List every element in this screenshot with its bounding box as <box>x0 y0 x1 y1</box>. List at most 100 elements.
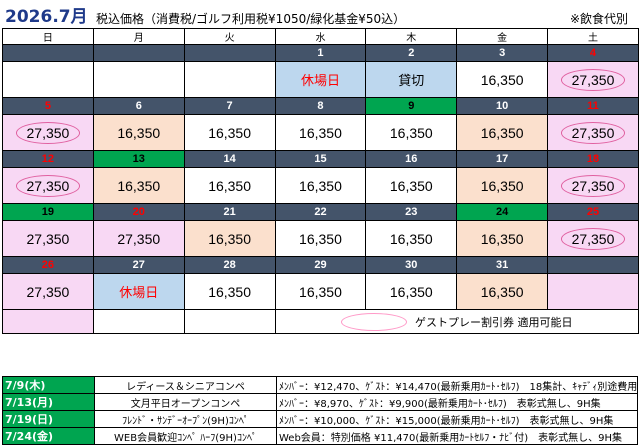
food-note: ※飲食代別 <box>569 12 628 26</box>
date-cell: 24 <box>456 203 549 221</box>
price-value: 16,350 <box>208 177 252 194</box>
date-cell: 26 <box>2 256 94 274</box>
weekday-mon: 月 <box>92 28 185 45</box>
date-cell: 28 <box>183 256 276 274</box>
price-cell[interactable]: 27,350 <box>547 61 639 98</box>
event-row[interactable]: 7/19(日) ﾌﾚﾝﾄﾞ・ｻﾝﾃﾞｰｵｰﾌﾟﾝ(9H)ｺﾝﾍﾟ ﾒﾝﾊﾞｰ：¥… <box>2 410 638 428</box>
price-cell[interactable]: 16,350 <box>274 273 367 310</box>
price-cell[interactable]: 16,350 <box>365 273 458 310</box>
price-cell[interactable]: 16,350 <box>92 167 185 204</box>
date-cell <box>547 256 639 274</box>
price-value: 16,350 <box>389 124 433 141</box>
date-cell <box>2 44 94 62</box>
event-date: 7/19(日) <box>2 410 95 428</box>
price-cell[interactable]: 27,350 <box>547 220 639 257</box>
date-cell: 2 <box>365 44 458 62</box>
price-cell[interactable]: 貸切 <box>365 61 458 98</box>
price-value: 16,350 <box>299 124 342 141</box>
price-cell[interactable]: 16,350 <box>365 220 458 257</box>
week-4-dates: 19 20 21 22 23 24 25 <box>2 203 639 221</box>
price-cell[interactable]: 27,350 <box>2 114 94 151</box>
date-cell: 17 <box>456 150 549 168</box>
price-cell[interactable]: 16,350 <box>274 167 367 204</box>
event-detail: ﾒﾝﾊﾞｰ：¥12,470、ｹﾞｽﾄ：¥14,470(最新乗用ｶｰﾄ･ｾﾙﾌ) … <box>276 376 638 394</box>
date-cell: 30 <box>365 256 458 274</box>
date-cell: 6 <box>92 97 185 115</box>
date-cell: 18 <box>547 150 639 168</box>
price-cell[interactable]: 27,350 <box>2 167 94 204</box>
date-cell: 27 <box>92 256 185 274</box>
price-cell[interactable]: 16,350 <box>456 220 549 257</box>
discount-price: 27,350 <box>15 174 81 197</box>
price-value: 16,350 <box>480 230 524 247</box>
event-date: 7/13(月) <box>2 393 95 411</box>
date-cell: 7 <box>183 97 276 115</box>
date-cell: 15 <box>274 150 367 168</box>
weekday-tue: 火 <box>183 28 276 45</box>
price-cell[interactable]: 16,350 <box>456 114 549 151</box>
price-cell[interactable]: 27,350 <box>547 114 639 151</box>
event-row[interactable]: 7/9(木) レディース＆シニアコンペ ﾒﾝﾊﾞｰ：¥12,470、ｹﾞｽﾄ：¥… <box>2 376 638 394</box>
discount-price: 27,350 <box>560 174 626 197</box>
title-bar: 2026.7月 税込価格（消費税/ゴルフ利用税¥1050/緑化基金¥50込） ※… <box>0 0 640 28</box>
date-cell: 12 <box>2 150 94 168</box>
price-cell[interactable]: 休場日 <box>274 61 367 98</box>
legend-blank <box>183 309 276 334</box>
event-name: WEB会員歓迎ｺﾝﾍﾟ ﾊｰﾌ(9H)ｺﾝﾍﾟ <box>94 427 277 445</box>
event-row[interactable]: 7/24(金) WEB会員歓迎ｺﾝﾍﾟ ﾊｰﾌ(9H)ｺﾝﾍﾟ Web会員：特別… <box>2 427 638 445</box>
price-cell[interactable] <box>547 273 639 310</box>
week-4-prices: 27,350 27,350 16,350 16,350 16,350 16,35… <box>2 220 639 257</box>
price-cell[interactable]: 16,350 <box>183 114 276 151</box>
price-cell[interactable]: 16,350 <box>183 167 276 204</box>
price-cell[interactable]: 16,350 <box>92 114 185 151</box>
event-detail: ﾒﾝﾊﾞｰ：¥10,000、ｹﾞｽﾄ：¥15,000(最新乗用ｶｰﾄ･ｾﾙﾌ) … <box>276 410 638 428</box>
date-cell: 10 <box>456 97 549 115</box>
price-cell[interactable]: 16,350 <box>183 273 276 310</box>
date-cell: 16 <box>365 150 458 168</box>
price-value: 27,350 <box>26 283 70 300</box>
event-name: レディース＆シニアコンペ <box>94 376 277 394</box>
date-cell: 19 <box>2 203 94 221</box>
price-cell[interactable]: 16,350 <box>456 167 549 204</box>
price-value: 16,350 <box>480 124 524 141</box>
date-cell: 22 <box>274 203 367 221</box>
price-cell[interactable]: 27,350 <box>547 167 639 204</box>
week-1-prices: 休場日 貸切 16,350 27,350 <box>2 61 639 98</box>
date-cell: 31 <box>456 256 549 274</box>
legend-blank <box>92 309 185 334</box>
price-cell[interactable]: 27,350 <box>2 220 94 257</box>
price-cell[interactable]: 16,350 <box>456 61 549 98</box>
price-value: 27,350 <box>26 230 70 247</box>
price-cell[interactable]: 16,350 <box>365 167 458 204</box>
legend-pink-swatch <box>2 309 94 334</box>
price-value: 16,350 <box>299 177 342 194</box>
price-cell[interactable]: 16,350 <box>274 220 367 257</box>
price-cell[interactable] <box>183 61 276 98</box>
price-cell[interactable]: 16,350 <box>456 273 549 310</box>
price-value: 16,350 <box>117 124 161 141</box>
weekday-sat: 土 <box>547 28 639 45</box>
price-value: 27,350 <box>117 230 161 247</box>
week-1-dates: 1 2 3 4 <box>2 44 639 62</box>
price-cell[interactable]: 休場日 <box>92 273 185 310</box>
price-note: 税込価格（消費税/ゴルフ利用税¥1050/緑化基金¥50込） <box>96 12 406 26</box>
price-cell[interactable] <box>92 61 185 98</box>
price-cell[interactable] <box>2 61 94 98</box>
price-cell[interactable]: 27,350 <box>92 220 185 257</box>
week-5-dates: 26 27 28 29 30 31 <box>2 256 639 274</box>
event-detail: Web会員：特別価格 ¥11,470(最新乗用ｶｰﾄｾﾙﾌ・ﾅﾋﾞ付) 表彰式無… <box>276 427 638 445</box>
event-row[interactable]: 7/13(月) 文月平日オープンコンペ ﾒﾝﾊﾞｰ：¥8,970、ｹﾞｽﾄ：¥9… <box>2 393 638 411</box>
price-value: 16,350 <box>480 283 524 300</box>
weekday-fri: 金 <box>456 28 549 45</box>
price-cell[interactable]: 16,350 <box>274 114 367 151</box>
week-3-prices: 27,350 16,350 16,350 16,350 16,350 16,35… <box>2 167 639 204</box>
closed-label: 休場日 <box>119 285 159 300</box>
price-cell[interactable]: 16,350 <box>183 220 276 257</box>
week-2-dates: 5 6 7 8 9 10 11 <box>2 97 639 115</box>
price-cell[interactable]: 27,350 <box>2 273 94 310</box>
event-name: 文月平日オープンコンペ <box>94 393 277 411</box>
legend-oval-icon <box>340 312 407 331</box>
weekday-wed: 水 <box>274 28 367 45</box>
price-value: 16,350 <box>117 177 161 194</box>
price-cell[interactable]: 16,350 <box>365 114 458 151</box>
